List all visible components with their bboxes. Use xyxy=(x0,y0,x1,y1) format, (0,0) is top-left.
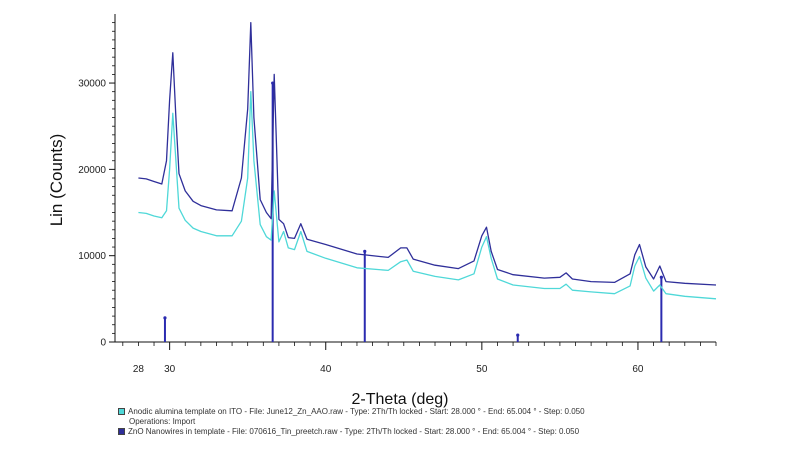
legend-label-1: Anodic alumina template on ITO - File: J… xyxy=(128,407,585,416)
reference-line-cap xyxy=(163,316,167,320)
reference-line-cap xyxy=(363,249,367,253)
y-tick-label: 0 xyxy=(100,338,106,349)
legend-entry-2: ZnO Nanowires in template - File: 070616… xyxy=(118,427,798,437)
y-axis-title: Lin (Counts) xyxy=(47,134,66,227)
series-line-1 xyxy=(138,91,717,300)
x-axis-title: 2-Theta (deg) xyxy=(352,391,449,408)
legend-label-2: ZnO Nanowires in template - File: 070616… xyxy=(128,427,580,436)
legend-swatch-navy xyxy=(118,428,125,435)
reference-lines xyxy=(163,81,663,342)
series-line-2 xyxy=(138,21,717,286)
x-tick-label: 50 xyxy=(476,364,488,375)
reference-line-cap xyxy=(659,275,663,279)
x-tick-label: 28 xyxy=(133,364,145,375)
legend-operations: Operations: Import xyxy=(129,417,196,426)
legend-entry-1: Anodic alumina template on ITO - File: J… xyxy=(118,407,798,417)
y-tick-label: 20000 xyxy=(78,165,106,176)
y-tick-label: 10000 xyxy=(78,251,106,262)
x-tick-label: 30 xyxy=(164,364,176,375)
x-tick-label: 60 xyxy=(632,364,644,375)
legend: Anodic alumina template on ITO - File: J… xyxy=(118,407,798,437)
series-lines xyxy=(138,21,717,300)
x-tick-label: 40 xyxy=(320,364,332,375)
x-axis: 28 30 40 50 60 xyxy=(115,341,717,375)
legend-swatch-cyan xyxy=(118,408,125,415)
y-tick-label: 30000 xyxy=(78,79,106,90)
reference-line-cap xyxy=(516,333,520,337)
y-axis: 0 10000 20000 30000 xyxy=(78,14,116,349)
